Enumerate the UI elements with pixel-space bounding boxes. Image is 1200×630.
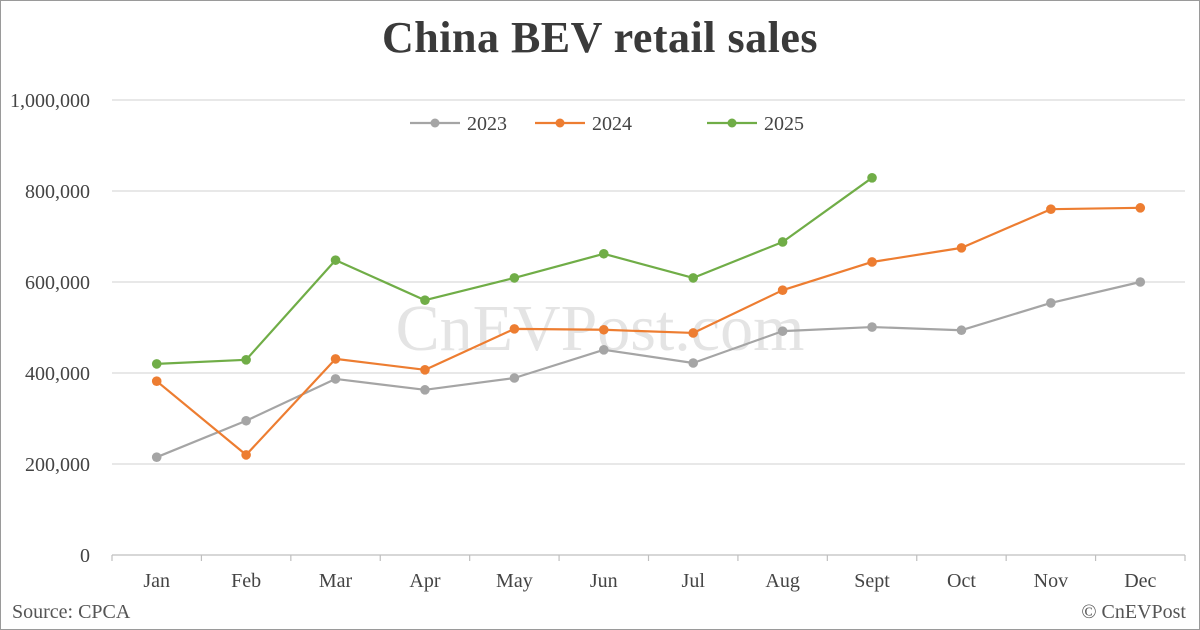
y-tick-label: 800,000	[25, 181, 90, 203]
legend-item-2025: 2025	[707, 113, 804, 135]
data-point	[241, 415, 251, 426]
x-tick-label: Aug	[765, 570, 799, 592]
data-point	[420, 385, 430, 395]
legend-label: 2023	[467, 113, 507, 135]
data-point	[777, 326, 788, 336]
data-point	[241, 450, 251, 460]
legend: 2023 2024 2025	[410, 113, 804, 135]
data-point	[151, 359, 162, 369]
x-tick-label: Jul	[682, 570, 706, 592]
data-point	[420, 365, 430, 375]
y-axis-ticks: 0 200,000 400,000 600,000 800,000 1,000,000	[10, 90, 90, 567]
data-point	[509, 273, 520, 283]
data-point	[509, 324, 520, 334]
data-point	[151, 452, 162, 462]
x-tick-label: Oct	[947, 570, 976, 592]
copyright-label: © CnEVPost	[1081, 601, 1186, 623]
data-point	[1046, 298, 1056, 308]
data-point	[598, 324, 609, 335]
x-axis: Jan Feb Mar Apr May Jun Jul Aug Sept Oct Nov Dec	[111, 554, 1186, 592]
data-point	[241, 355, 251, 365]
x-tick-label: May	[496, 570, 533, 592]
data-point	[1135, 277, 1146, 287]
data-point	[509, 373, 520, 383]
x-tick-label: Feb	[231, 570, 261, 592]
y-tick-label: 1,000,000	[10, 90, 90, 112]
x-tick-label: Mar	[319, 570, 353, 592]
data-point	[867, 322, 877, 332]
x-tick-label: Sept	[854, 570, 890, 592]
data-point	[1135, 203, 1146, 213]
legend-label: 2024	[592, 113, 632, 135]
data-point	[688, 273, 699, 283]
series-2023	[151, 277, 1146, 462]
data-point	[151, 376, 162, 386]
x-tick-label: Jun	[590, 570, 618, 592]
data-point	[956, 325, 967, 336]
gridlines	[112, 99, 1185, 465]
data-point	[688, 358, 699, 368]
data-point	[867, 173, 877, 183]
data-point	[420, 295, 430, 306]
data-point	[598, 344, 609, 355]
y-tick-label: 400,000	[25, 363, 90, 385]
data-point	[330, 354, 341, 364]
y-tick-label: 0	[80, 545, 90, 567]
y-tick-label: 600,000	[25, 272, 90, 294]
legend-item-2024: 2024	[535, 113, 632, 135]
y-tick-label: 200,000	[25, 454, 90, 476]
legend-label: 2025	[764, 113, 804, 135]
series-line	[156, 280, 1141, 459]
legend-marker	[555, 118, 565, 128]
data-point	[688, 328, 699, 338]
legend-marker	[727, 118, 737, 128]
x-tick-label: Dec	[1124, 570, 1156, 592]
series-2024	[151, 203, 1146, 460]
data-point	[598, 248, 609, 259]
x-tick-label: Nov	[1034, 570, 1068, 592]
x-tick-label: Apr	[409, 570, 440, 592]
data-point	[956, 243, 967, 253]
data-point	[330, 255, 341, 265]
legend-item-2023: 2023	[410, 113, 507, 135]
data-point	[1046, 204, 1056, 214]
data-series	[151, 173, 1146, 462]
data-point	[330, 374, 341, 384]
data-point	[777, 285, 788, 295]
source-label: Source: CPCA	[12, 601, 131, 623]
data-point	[867, 257, 877, 267]
x-tick-label: Jan	[143, 570, 170, 592]
legend-marker	[430, 118, 440, 128]
data-point	[777, 237, 788, 247]
series-2025	[151, 173, 877, 369]
chart-title: China BEV retail sales	[382, 13, 818, 62]
series-line	[156, 206, 1141, 456]
